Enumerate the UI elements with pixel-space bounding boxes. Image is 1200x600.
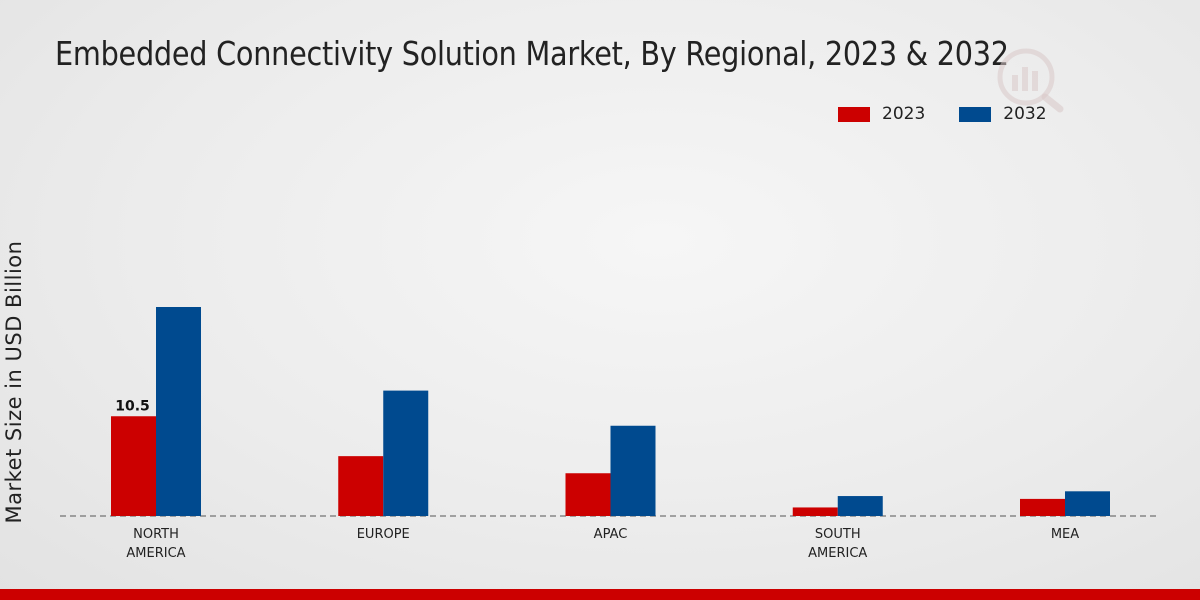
chart-title: Embedded Connectivity Solution Market, B… [55, 34, 1009, 73]
x-tick-label: EUROPE [357, 527, 410, 542]
x-tick-label: APAC [594, 527, 628, 542]
x-tick-label: SOUTH [815, 527, 861, 542]
x-tick-label: NORTH [133, 527, 179, 542]
legend-swatch-2023 [838, 106, 870, 122]
legend-label-2023: 2023 [882, 104, 926, 124]
x-tick-label: AMERICA [126, 546, 185, 561]
x-tick-label: AMERICA [808, 546, 867, 561]
legend-swatch-2032 [959, 106, 992, 122]
legend-item-2023: 2023 [838, 104, 925, 124]
bar-2032-apac [610, 425, 656, 516]
bar-2032-north-america [156, 307, 201, 516]
chart-legend: 2023 2032 [838, 104, 1081, 124]
x-tick-label: MEA [1051, 527, 1079, 542]
bar-2023-europe [338, 456, 384, 516]
watermark-logo-icon [997, 48, 1064, 113]
bar-2032-south-america [837, 496, 883, 516]
legend-item-2032: 2032 [959, 104, 1047, 124]
bar-2023-north-america [111, 416, 156, 516]
footer-accent-bar [0, 589, 1200, 600]
bar-2023-mea [1020, 498, 1065, 516]
bar-2023-south-america [792, 507, 838, 516]
legend-label-2032: 2032 [1003, 104, 1047, 124]
bar-2032-europe [383, 390, 429, 516]
bar-2032-mea [1065, 491, 1110, 516]
data-label: 10.5 [115, 398, 150, 414]
bar-2023-apac [565, 473, 611, 516]
